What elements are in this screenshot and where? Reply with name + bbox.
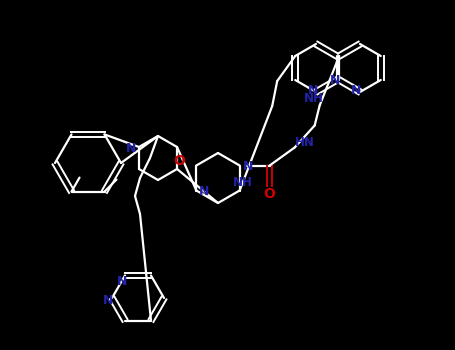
Text: O: O bbox=[173, 154, 185, 168]
Text: NH: NH bbox=[304, 91, 324, 105]
Text: N: N bbox=[243, 160, 253, 173]
Text: N: N bbox=[126, 142, 136, 155]
Text: N: N bbox=[330, 75, 340, 88]
Text: N: N bbox=[103, 294, 113, 307]
Text: N: N bbox=[199, 185, 210, 198]
Text: O: O bbox=[264, 188, 276, 202]
Text: N: N bbox=[351, 84, 361, 98]
Text: N: N bbox=[308, 84, 318, 97]
Text: NH: NH bbox=[233, 176, 253, 189]
Text: HN: HN bbox=[295, 136, 314, 149]
Text: N: N bbox=[117, 275, 127, 288]
